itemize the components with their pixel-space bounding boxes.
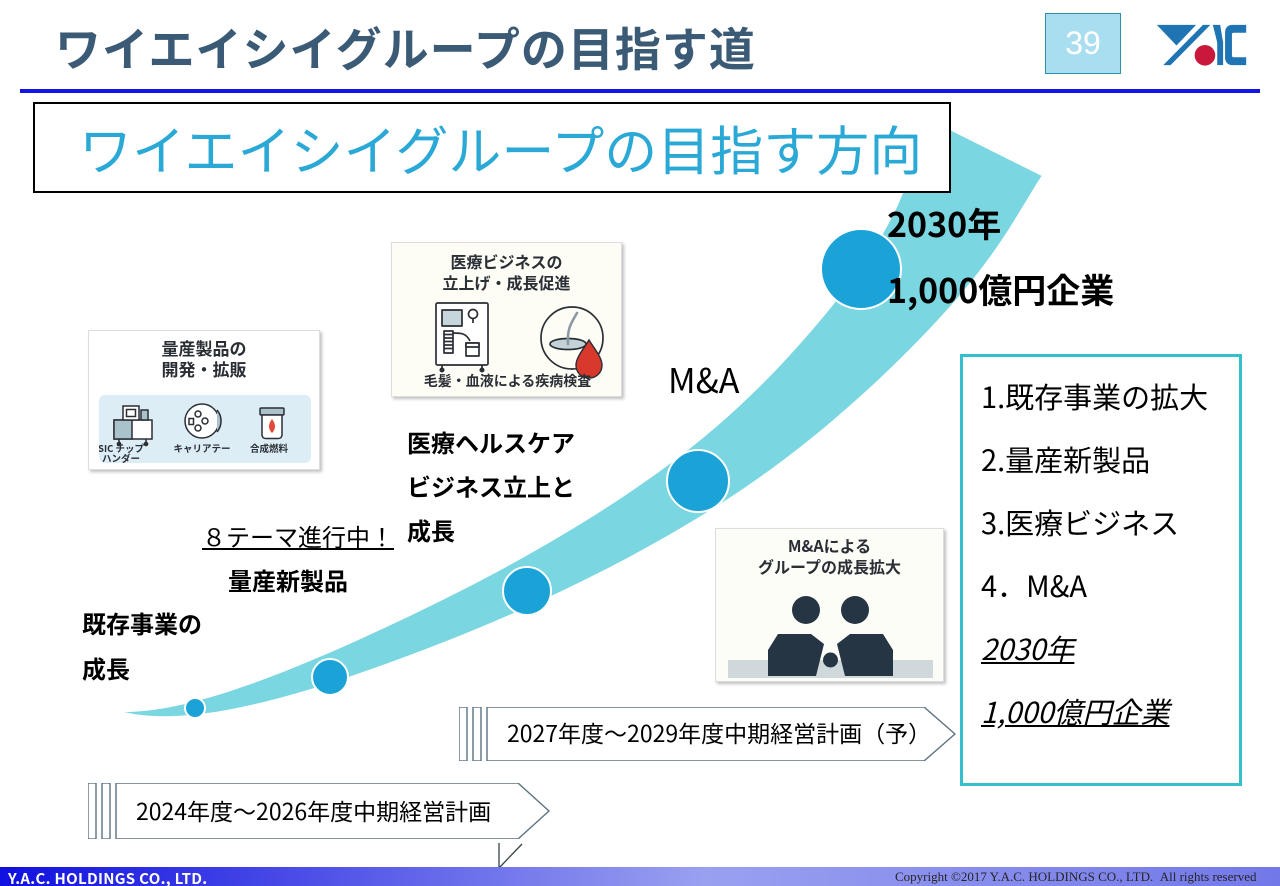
svg-text:合成燃料: 合成燃料 (250, 441, 289, 455)
svg-text:ハンダー: ハンダー (102, 451, 140, 463)
svg-text:キャリアテー: キャリアテー (173, 441, 230, 455)
svg-text:2027年度～2029年度中期経営計画（予）: 2027年度～2029年度中期経営計画（予） (507, 715, 931, 749)
svg-text:2024年度～2026年度中期経営計画: 2024年度～2026年度中期経営計画 (136, 793, 491, 827)
